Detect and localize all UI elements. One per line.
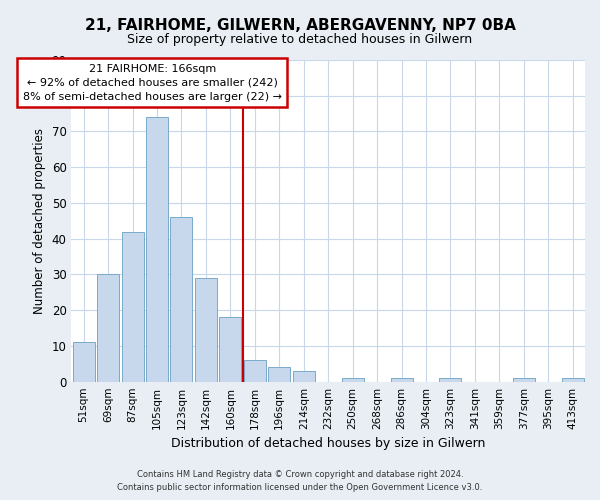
- Text: Size of property relative to detached houses in Gilwern: Size of property relative to detached ho…: [127, 32, 473, 46]
- Text: 21 FAIRHOME: 166sqm
← 92% of detached houses are smaller (242)
8% of semi-detach: 21 FAIRHOME: 166sqm ← 92% of detached ho…: [23, 64, 281, 102]
- Text: 21, FAIRHOME, GILWERN, ABERGAVENNY, NP7 0BA: 21, FAIRHOME, GILWERN, ABERGAVENNY, NP7 …: [85, 18, 515, 32]
- Bar: [195, 278, 217, 382]
- Bar: [391, 378, 413, 382]
- Y-axis label: Number of detached properties: Number of detached properties: [33, 128, 46, 314]
- Bar: [513, 378, 535, 382]
- X-axis label: Distribution of detached houses by size in Gilwern: Distribution of detached houses by size …: [171, 437, 485, 450]
- Bar: [122, 232, 143, 382]
- Bar: [439, 378, 461, 382]
- Bar: [293, 371, 315, 382]
- Bar: [97, 274, 119, 382]
- Bar: [170, 218, 193, 382]
- Bar: [244, 360, 266, 382]
- Bar: [341, 378, 364, 382]
- Bar: [562, 378, 584, 382]
- Bar: [268, 368, 290, 382]
- Text: Contains HM Land Registry data © Crown copyright and database right 2024.
Contai: Contains HM Land Registry data © Crown c…: [118, 470, 482, 492]
- Bar: [73, 342, 95, 382]
- Bar: [220, 318, 241, 382]
- Bar: [146, 117, 168, 382]
